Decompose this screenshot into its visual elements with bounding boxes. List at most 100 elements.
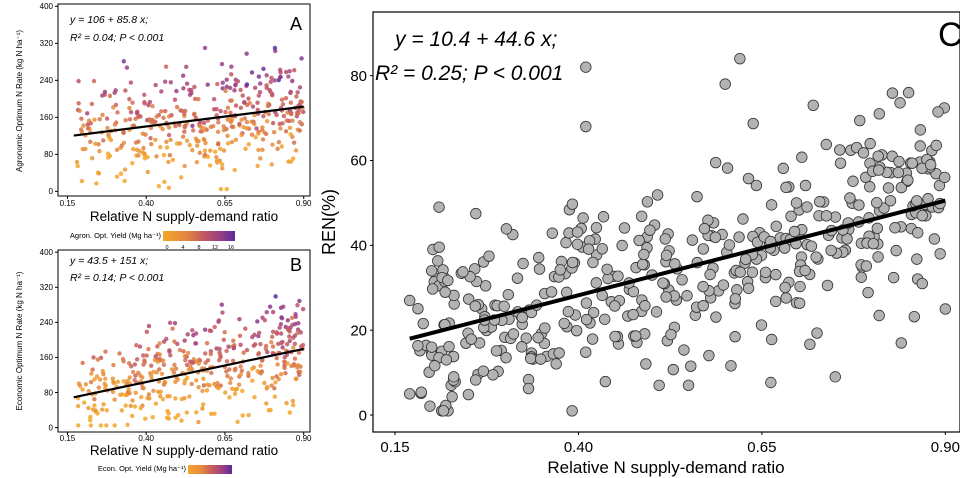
y-tick-label: 0 xyxy=(49,187,54,196)
data-point xyxy=(820,138,832,151)
data-point xyxy=(697,280,709,293)
data-point xyxy=(258,81,263,86)
data-point xyxy=(234,386,240,392)
data-point xyxy=(289,315,295,321)
data-point xyxy=(218,108,223,114)
data-point xyxy=(227,380,233,386)
data-point xyxy=(777,162,789,175)
data-point xyxy=(232,391,238,397)
data-point xyxy=(107,135,112,140)
data-point xyxy=(902,174,914,186)
data-point xyxy=(154,154,159,159)
data-point xyxy=(211,97,217,102)
data-point xyxy=(834,157,847,169)
data-point xyxy=(134,357,140,362)
data-point xyxy=(834,144,846,156)
data-point xyxy=(96,385,102,390)
data-point xyxy=(231,345,236,350)
data-point xyxy=(89,155,95,161)
data-point xyxy=(269,93,275,98)
data-point xyxy=(274,330,279,335)
panel-b-points xyxy=(75,294,306,428)
data-point xyxy=(83,382,89,387)
panel-a-points xyxy=(74,45,306,192)
data-point xyxy=(916,209,928,222)
data-point xyxy=(137,344,143,349)
data-point xyxy=(892,166,905,179)
data-point xyxy=(192,96,198,102)
data-point xyxy=(232,88,237,93)
data-point xyxy=(794,280,806,293)
data-point xyxy=(256,74,262,79)
data-point xyxy=(76,101,81,106)
data-point xyxy=(212,381,217,387)
data-point xyxy=(599,313,611,325)
data-point xyxy=(498,300,510,312)
data-point xyxy=(193,136,199,141)
data-point xyxy=(539,322,551,334)
data-point xyxy=(284,341,290,347)
data-point xyxy=(140,385,145,391)
data-point xyxy=(79,129,84,134)
data-point xyxy=(106,155,111,160)
data-point xyxy=(437,405,450,417)
data-point xyxy=(166,159,171,165)
data-point xyxy=(570,324,583,337)
data-point xyxy=(297,85,303,90)
data-point xyxy=(872,251,884,263)
data-point xyxy=(194,159,200,165)
data-point xyxy=(238,364,243,369)
data-point xyxy=(562,305,575,318)
data-point xyxy=(268,407,273,413)
data-point xyxy=(178,175,184,180)
data-point xyxy=(227,117,233,122)
data-point xyxy=(580,313,593,326)
data-point xyxy=(150,104,155,109)
data-point xyxy=(219,162,225,167)
data-point xyxy=(244,119,250,125)
data-point xyxy=(127,117,133,122)
data-point xyxy=(202,137,207,143)
data-point xyxy=(117,351,122,356)
data-point xyxy=(295,90,300,95)
data-point xyxy=(91,78,97,84)
data-point xyxy=(660,291,672,303)
data-point xyxy=(297,120,303,125)
data-point xyxy=(238,342,243,347)
data-point xyxy=(703,349,715,362)
data-point xyxy=(205,82,210,87)
data-point xyxy=(159,109,164,114)
data-point xyxy=(121,130,126,135)
data-point xyxy=(159,89,164,94)
data-point xyxy=(229,64,234,69)
data-point xyxy=(223,88,228,94)
data-point xyxy=(231,338,236,343)
data-point xyxy=(219,61,225,67)
panel-a-y-ticks: 0 80 160 240 320 400 xyxy=(40,2,58,196)
data-point xyxy=(202,45,208,51)
data-point xyxy=(119,408,125,413)
data-point xyxy=(297,298,302,304)
data-point xyxy=(238,105,244,110)
data-point xyxy=(697,300,709,312)
data-point xyxy=(886,87,899,99)
data-point xyxy=(263,131,269,137)
data-point xyxy=(249,366,255,371)
data-point xyxy=(86,118,92,123)
data-point xyxy=(560,236,572,249)
data-point xyxy=(635,210,648,223)
data-point xyxy=(123,117,128,123)
data-point xyxy=(269,383,274,388)
data-point xyxy=(281,113,287,119)
data-point xyxy=(844,192,856,204)
data-point xyxy=(147,396,152,401)
data-point xyxy=(75,403,81,409)
data-point xyxy=(283,95,289,101)
x-tick-label: 0.65 xyxy=(217,199,233,208)
data-point xyxy=(190,360,196,365)
data-point xyxy=(221,124,226,129)
data-point xyxy=(288,132,293,137)
data-point xyxy=(719,78,731,90)
data-point xyxy=(216,142,221,147)
data-point xyxy=(170,157,176,163)
